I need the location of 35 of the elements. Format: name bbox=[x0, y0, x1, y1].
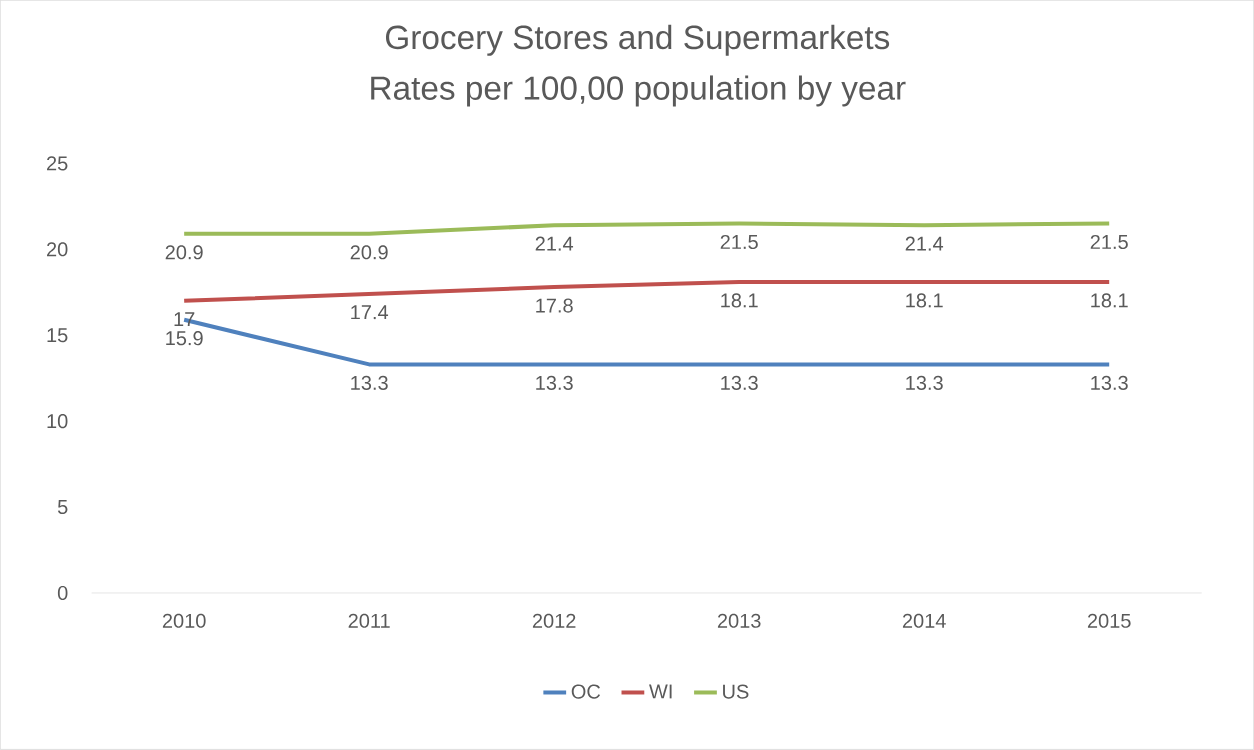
data-label: 17 bbox=[174, 312, 195, 327]
data-label: 18.1 bbox=[1091, 293, 1128, 308]
data-label: 17.4 bbox=[351, 305, 389, 320]
data-label: 17.8 bbox=[536, 298, 573, 313]
data-label: 21.4 bbox=[905, 236, 944, 251]
data-label: 21.5 bbox=[1090, 235, 1128, 250]
x-tick-label: 2012 bbox=[532, 613, 576, 629]
y-tick-label: 0 bbox=[57, 586, 68, 601]
chart-title: Grocery Stores and Supermarkets bbox=[385, 24, 890, 56]
legend-label: OC bbox=[571, 684, 601, 699]
data-label: 13.3 bbox=[351, 375, 388, 391]
data-label: 15.9 bbox=[166, 331, 203, 346]
x-tick-label: 2010 bbox=[162, 613, 206, 629]
x-tick-label: 2014 bbox=[902, 613, 946, 629]
data-label: 13.3 bbox=[721, 375, 758, 391]
x-tick-label: 2015 bbox=[1087, 613, 1131, 629]
y-tick-label: 5 bbox=[57, 500, 68, 515]
y-tick-label: 10 bbox=[47, 414, 68, 429]
y-tick-label: 15 bbox=[47, 328, 68, 343]
x-tick-label: 2011 bbox=[348, 613, 390, 629]
data-label: 20.9 bbox=[350, 245, 388, 260]
y-tick-label: 25 bbox=[47, 156, 68, 171]
data-label: 21.5 bbox=[720, 235, 758, 250]
data-label: 20.9 bbox=[165, 245, 203, 260]
data-label: 13.3 bbox=[536, 375, 573, 391]
legend-label: US bbox=[723, 684, 749, 699]
chart-subtitle: Rates per 100,00 population by year bbox=[371, 75, 906, 107]
x-tick-label: 2013 bbox=[717, 613, 761, 629]
data-label: 13.3 bbox=[906, 375, 943, 391]
data-label: 18.1 bbox=[721, 293, 758, 308]
y-tick-label: 20 bbox=[47, 242, 68, 257]
data-label: 13.3 bbox=[1091, 375, 1128, 391]
data-label: 21.4 bbox=[535, 236, 574, 251]
data-label: 18.1 bbox=[906, 293, 943, 308]
legend-label: WI bbox=[649, 684, 672, 699]
